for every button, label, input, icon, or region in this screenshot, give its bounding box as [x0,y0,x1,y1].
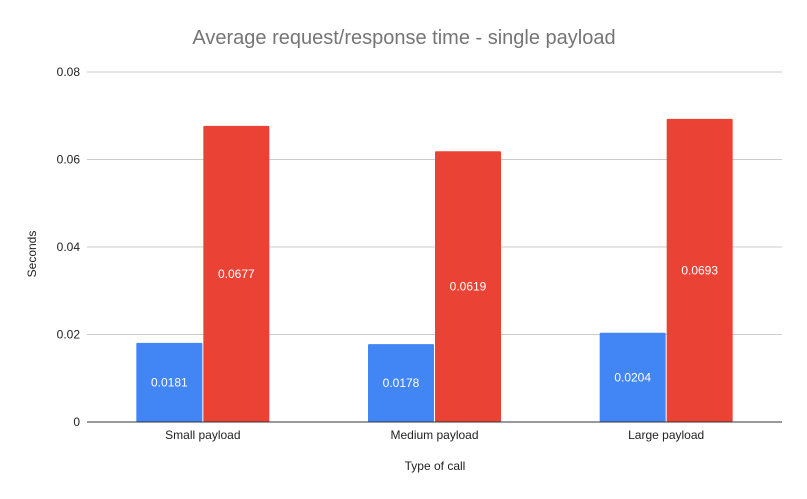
x-axis-title: Type of call [405,459,466,473]
bar-data-label: 0.0204 [614,370,651,384]
bar-data-label: 0.0619 [450,280,487,294]
x-tick-label: Medium payload [390,428,478,442]
data-labels: 0.0181 0.0677 0.0178 0.0619 0.0204 0.0693 [151,263,718,390]
bar-data-label: 0.0181 [151,375,188,389]
y-tick-label: 0 [73,415,80,429]
bars [136,118,733,422]
x-axis-ticks: Small payload Medium payload Large payload [165,428,704,442]
y-tick-label: 0.04 [57,240,81,254]
bar [435,151,501,422]
chart-title: Average request/response time - single p… [192,27,615,49]
bar [203,125,270,422]
y-tick-label: 0.06 [57,153,81,167]
bar [666,118,733,422]
bar-data-label: 0.0178 [383,376,420,390]
bar [599,332,666,422]
gridlines [87,71,782,335]
y-tick-label: 0.02 [57,328,81,342]
bar [136,342,203,422]
y-axis-ticks: 0 0.02 0.04 0.06 0.08 [57,65,81,429]
bar [368,344,434,422]
y-tick-label: 0.08 [57,65,81,79]
bar-data-label: 0.0677 [218,267,255,281]
y-axis-title: Seconds [25,231,39,278]
x-tick-label: Small payload [165,428,240,442]
x-tick-label: Large payload [628,428,704,442]
bar-data-label: 0.0693 [681,263,718,277]
